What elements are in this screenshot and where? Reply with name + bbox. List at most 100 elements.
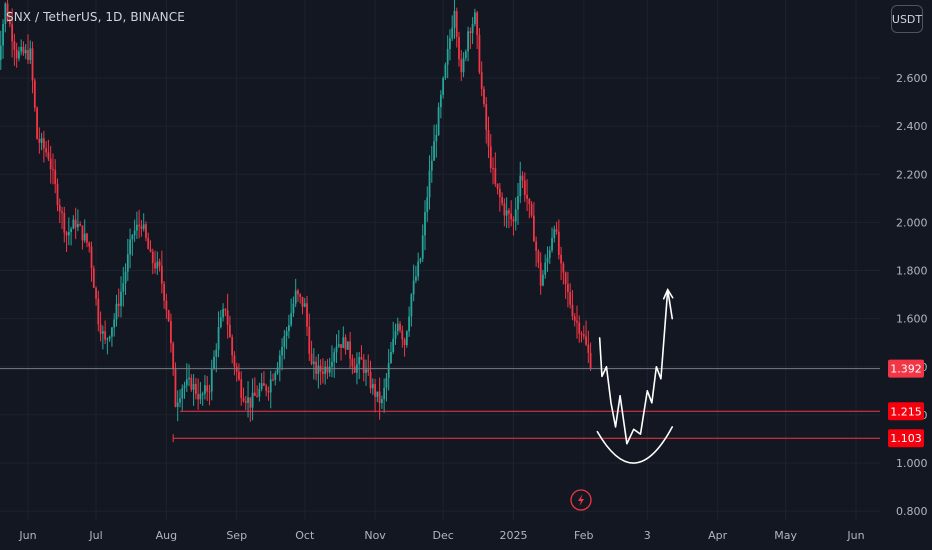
candle-body	[303, 303, 306, 307]
candle-body	[478, 35, 481, 73]
candle	[358, 351, 361, 380]
candle-body	[587, 344, 590, 353]
candle	[154, 250, 156, 274]
candle-body	[580, 333, 583, 335]
candle	[390, 342, 392, 364]
candle	[120, 276, 122, 318]
candle	[251, 378, 254, 421]
candle	[86, 232, 88, 248]
candle	[18, 46, 20, 62]
candle	[126, 238, 129, 281]
candle	[199, 381, 202, 404]
candle	[117, 288, 120, 318]
candle	[272, 373, 274, 382]
candle	[505, 197, 508, 228]
candle-body	[42, 138, 45, 149]
candle-body	[256, 395, 259, 397]
candle	[224, 308, 227, 317]
candle-body	[471, 23, 474, 34]
candle	[0, 30, 2, 70]
candle-body	[510, 213, 513, 220]
candle-body	[40, 138, 43, 143]
candle-body	[156, 261, 159, 269]
candle	[449, 29, 451, 61]
candle	[92, 265, 95, 288]
candle	[222, 303, 224, 322]
currency-button[interactable]: USDT	[891, 5, 923, 33]
candle	[31, 41, 34, 94]
candle	[417, 252, 420, 281]
time-axis: Jun Jul Aug Sep Oct Nov Dec 2025 Feb 3 Apr May Jun	[18, 529, 864, 542]
candle	[81, 225, 84, 250]
candle	[576, 305, 578, 339]
candle	[401, 325, 404, 348]
candle	[353, 357, 356, 374]
candle-body	[22, 46, 25, 54]
candle	[52, 153, 54, 185]
candle	[192, 374, 195, 406]
lightning-icon[interactable]	[570, 489, 592, 511]
candle	[115, 294, 118, 327]
candle	[172, 341, 175, 376]
candle	[183, 381, 186, 399]
candle-body	[403, 339, 406, 345]
candle-body	[508, 210, 510, 214]
price-badge: 1.103	[888, 429, 924, 448]
candle	[297, 288, 299, 302]
candle	[129, 228, 131, 269]
candle-body	[67, 232, 70, 236]
candle	[476, 11, 479, 49]
candle	[378, 377, 381, 420]
candle	[424, 200, 426, 251]
candle-body	[582, 334, 585, 337]
candle	[185, 363, 188, 392]
candle-body	[349, 341, 352, 359]
candle-body	[213, 356, 215, 369]
candle	[587, 330, 590, 363]
candle-body	[480, 72, 483, 89]
candle-body	[126, 254, 129, 272]
candle-body	[453, 11, 456, 28]
y-tick-label: 1.800	[896, 265, 928, 278]
candle-body	[140, 226, 143, 229]
candle	[535, 236, 538, 267]
candle-body	[206, 385, 209, 392]
candle	[421, 224, 424, 262]
candle-body	[487, 129, 490, 147]
candle-body	[197, 394, 200, 400]
candle	[267, 386, 270, 401]
candle-body	[97, 298, 100, 325]
candle-body	[442, 77, 445, 95]
candle-body	[8, 19, 11, 25]
candle-body	[244, 400, 247, 403]
candle	[301, 296, 304, 315]
candle-body	[79, 224, 82, 226]
candle	[163, 280, 166, 309]
candle	[519, 161, 522, 204]
candle	[403, 337, 406, 357]
candle-body	[267, 390, 270, 393]
candle-body	[492, 168, 494, 170]
candle	[74, 207, 77, 240]
candle	[213, 350, 215, 371]
candle-body	[544, 262, 547, 275]
candle	[253, 377, 256, 397]
candle	[492, 157, 494, 185]
candle	[238, 363, 240, 382]
candle	[528, 198, 531, 219]
candle	[349, 331, 352, 369]
candle-body	[106, 338, 109, 340]
candle-body	[145, 224, 147, 238]
candle	[140, 219, 143, 237]
candle-body	[546, 257, 549, 263]
candle-body	[501, 197, 504, 204]
candle	[149, 240, 152, 253]
candle-body	[201, 393, 204, 395]
symbol-title[interactable]: SNX / TetherUS, 1D, BINANCE	[6, 10, 185, 24]
y-tick-label: 1.000	[896, 457, 928, 470]
candle	[542, 269, 544, 287]
candle-body	[585, 336, 587, 345]
forecast-arc	[596, 426, 674, 464]
candle	[63, 206, 66, 243]
